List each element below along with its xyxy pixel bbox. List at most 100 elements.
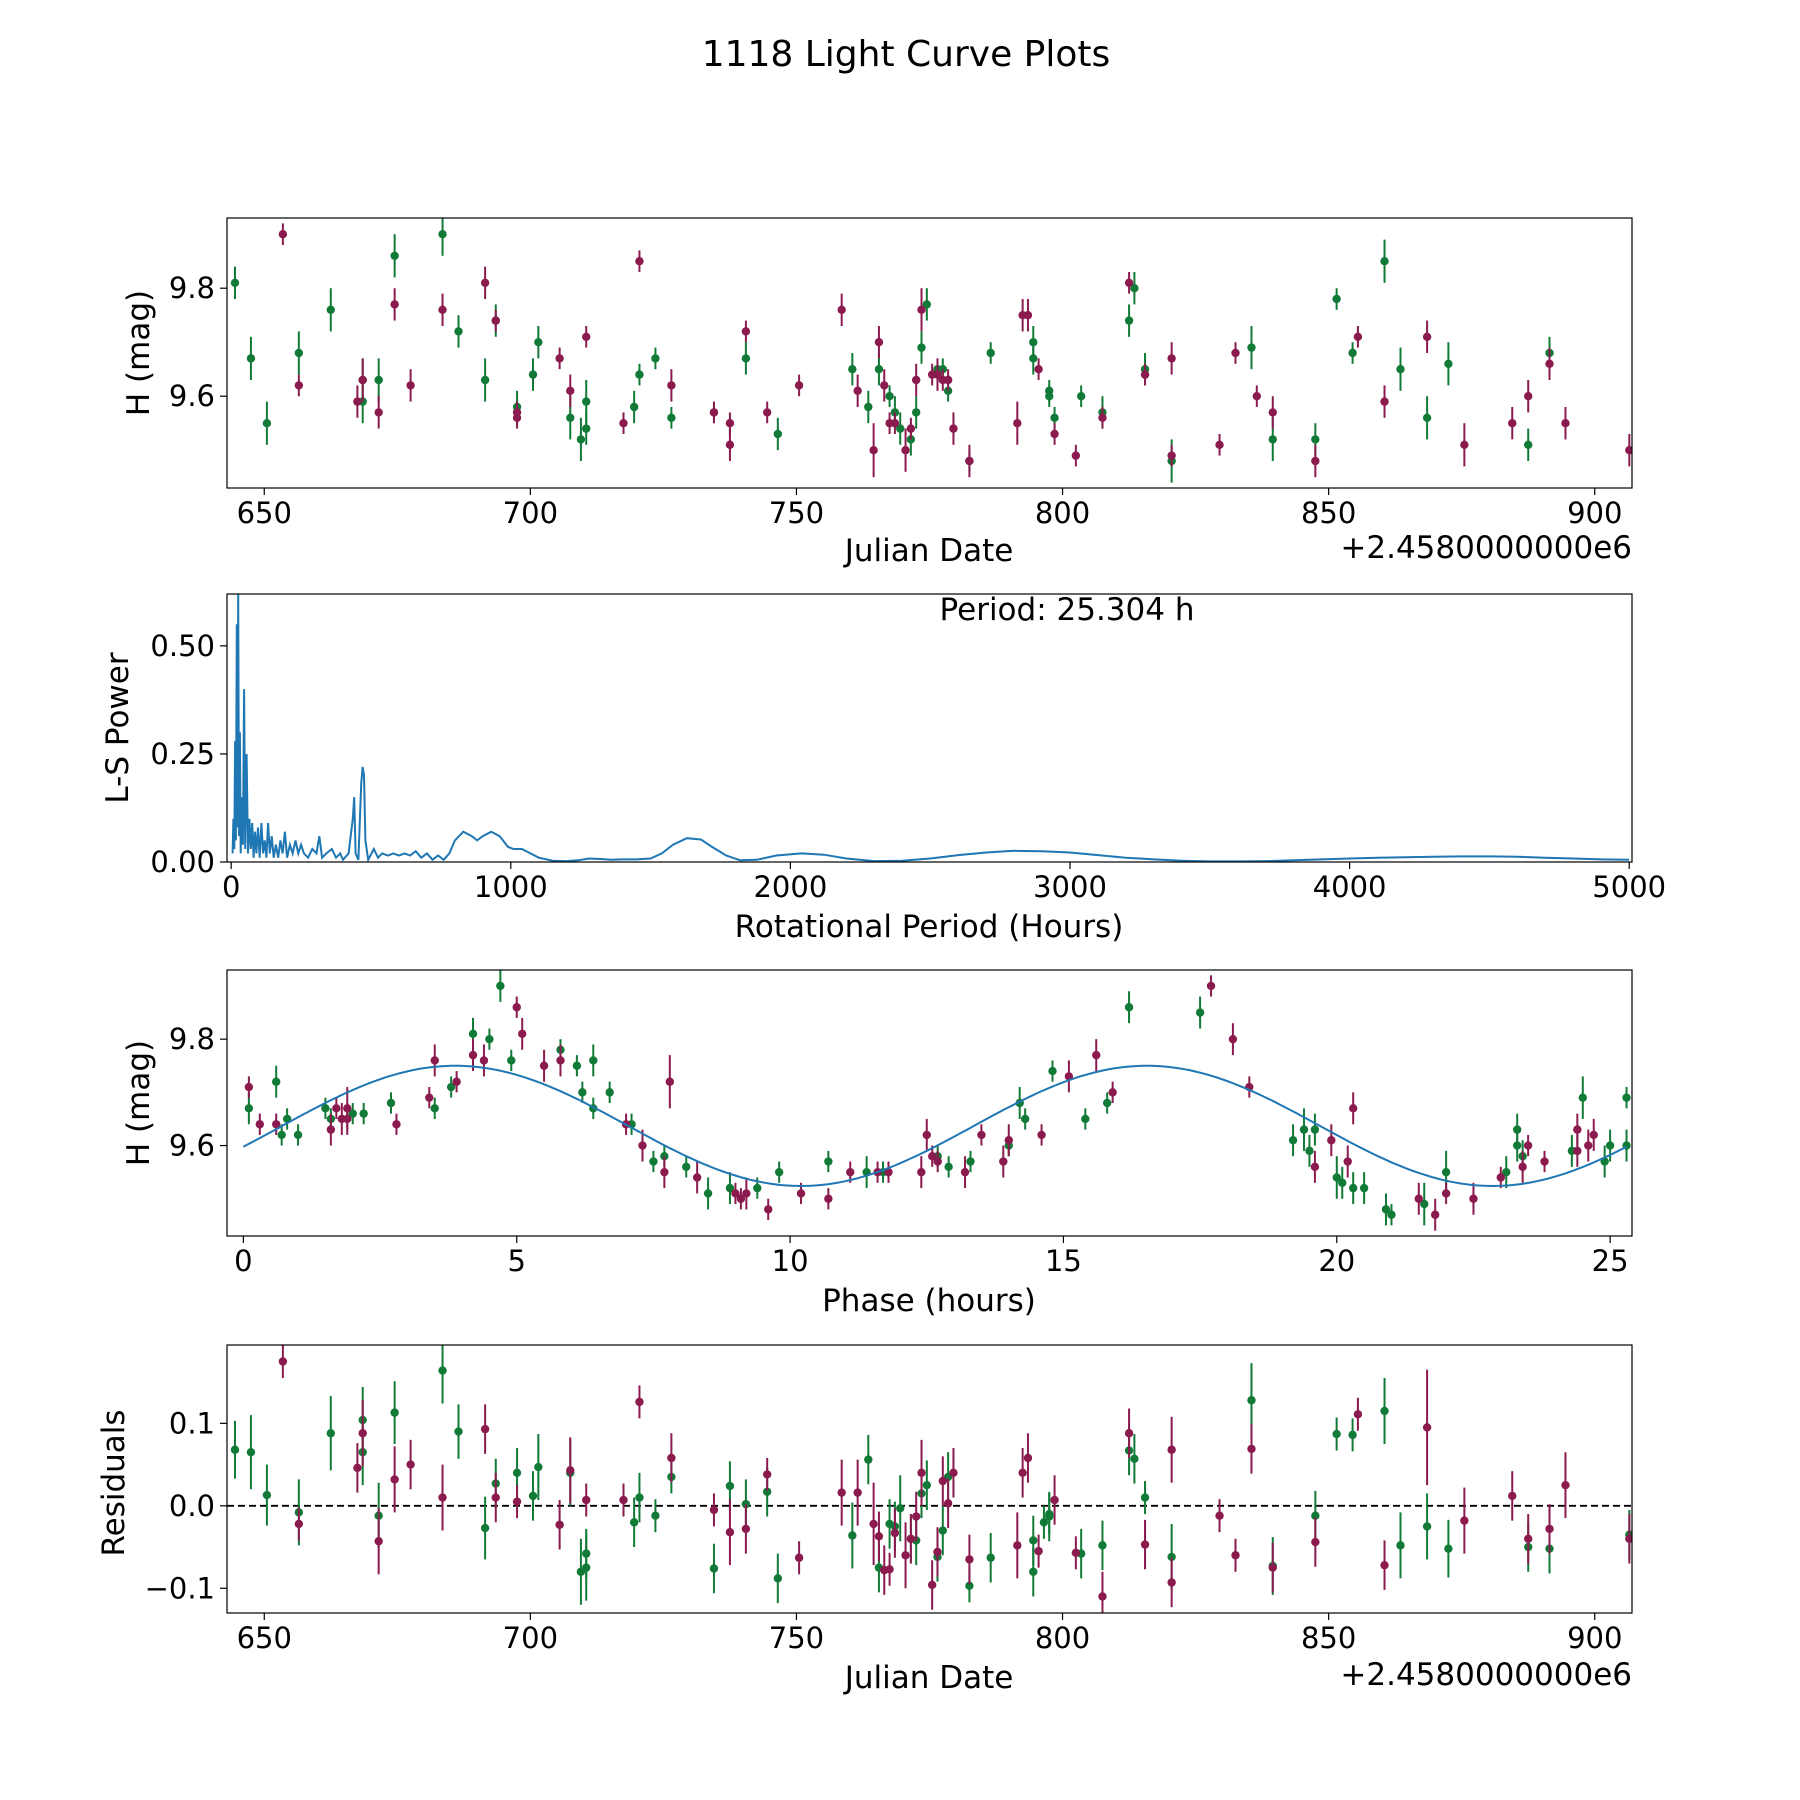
- x-tick-label: 0: [222, 870, 240, 904]
- red-data-point: [1167, 451, 1176, 460]
- red-data-point: [943, 1499, 953, 1508]
- red-data-point: [555, 1520, 564, 1529]
- red-data-point: [1050, 1495, 1059, 1505]
- red-data-point: [468, 1050, 478, 1060]
- y-tick-label: 9.6: [169, 379, 215, 413]
- red-data-point: [1140, 370, 1150, 379]
- red-data-point: [911, 375, 921, 385]
- green-data-point: [1247, 343, 1256, 352]
- red-data-point: [1469, 1194, 1478, 1203]
- red-data-point: [1524, 1534, 1533, 1543]
- x-tick-label: 800: [1035, 496, 1090, 530]
- green-data-point: [651, 354, 660, 363]
- red-data-point: [512, 408, 522, 417]
- red-data-point: [619, 419, 628, 428]
- red-data-point: [1380, 1560, 1389, 1570]
- red-data-point: [1573, 1146, 1582, 1156]
- green-data-point: [1029, 1536, 1038, 1545]
- red-data-point: [890, 419, 900, 428]
- x-tick-label: 650: [237, 1621, 292, 1655]
- green-data-point: [635, 370, 644, 379]
- red-data-point: [1460, 1516, 1469, 1525]
- green-data-point: [512, 1468, 522, 1478]
- green-data-point: [1268, 435, 1277, 444]
- green-data-point: [566, 413, 575, 422]
- green-data-point: [528, 370, 538, 379]
- red-data-point: [518, 1029, 527, 1039]
- red-data-point: [1098, 1592, 1107, 1601]
- red-data-point: [938, 1476, 948, 1486]
- red-data-point: [1071, 1548, 1081, 1558]
- green-data-point: [1622, 1093, 1631, 1102]
- red-data-point: [794, 1553, 804, 1562]
- residuals-plot-area: [227, 1345, 1632, 1613]
- red-data-point: [1071, 451, 1081, 460]
- green-data-point: [589, 1056, 598, 1065]
- red-data-point: [917, 305, 926, 314]
- y-tick-label: 0.0: [169, 1489, 215, 1523]
- green-data-point: [773, 1574, 783, 1583]
- green-data-point: [1338, 1178, 1347, 1188]
- x-tick-label: 850: [1301, 496, 1356, 530]
- red-data-point: [1589, 1130, 1598, 1140]
- green-data-point: [824, 1157, 833, 1166]
- green-data-point: [485, 1034, 494, 1044]
- red-data-point: [491, 1493, 500, 1502]
- green-data-point: [1305, 1146, 1314, 1156]
- red-data-point: [949, 1468, 958, 1478]
- red-data-point: [742, 1189, 751, 1198]
- red-data-point: [949, 424, 958, 433]
- red-data-point: [853, 386, 862, 395]
- green-data-point: [454, 1427, 463, 1436]
- x-tick-label: 20: [1318, 1244, 1355, 1278]
- red-data-point: [1268, 408, 1277, 417]
- red-data-point: [278, 1357, 288, 1366]
- green-data-point: [582, 397, 591, 406]
- x-tick-label: 25: [1592, 1244, 1629, 1278]
- red-data-point: [425, 1093, 434, 1102]
- red-data-point: [1625, 1534, 1632, 1543]
- red-data-point: [406, 381, 415, 390]
- red-data-point: [480, 1424, 490, 1434]
- green-data-point: [885, 392, 894, 401]
- red-data-point: [928, 1152, 937, 1161]
- red-data-point: [933, 1157, 942, 1166]
- red-data-point: [582, 1495, 591, 1505]
- red-data-point: [332, 1104, 341, 1113]
- red-data-point: [901, 1551, 910, 1560]
- phased-plot-area: [242, 970, 1631, 1231]
- red-data-point: [390, 300, 399, 309]
- green-data-point: [446, 1082, 456, 1092]
- red-data-point: [1414, 1194, 1423, 1203]
- red-data-point: [1268, 1563, 1277, 1572]
- red-data-point: [725, 1527, 735, 1537]
- green-data-point: [896, 424, 905, 433]
- green-data-point: [438, 1366, 447, 1375]
- green-data-point: [1130, 284, 1139, 293]
- red-data-point: [1348, 1104, 1358, 1113]
- red-data-point: [762, 408, 772, 417]
- green-data-point: [667, 413, 676, 422]
- phased-axes-frame: [226, 969, 1633, 1237]
- green-data-point: [507, 1056, 516, 1065]
- green-data-point: [294, 348, 304, 358]
- red-data-point: [824, 1194, 833, 1203]
- green-data-point: [230, 278, 240, 287]
- red-data-point: [762, 1470, 772, 1479]
- y-tick-label: −0.1: [145, 1571, 215, 1605]
- red-data-point: [874, 338, 884, 347]
- phased-ticks: 0 5 10 15 20 25 9.6 9.8: [169, 1022, 1629, 1278]
- red-data-point: [1380, 397, 1389, 406]
- red-data-point: [725, 440, 735, 449]
- red-data-point: [764, 1205, 773, 1214]
- green-data-point: [864, 1455, 873, 1464]
- x-tick-label: 750: [769, 1621, 824, 1655]
- residuals-axes-frame: [226, 1344, 1633, 1614]
- red-data-point: [1524, 392, 1533, 401]
- green-data-point: [262, 419, 272, 428]
- green-data-point: [605, 1088, 614, 1097]
- red-data-point: [430, 1056, 439, 1065]
- green-data-point: [1422, 1522, 1432, 1531]
- green-data-point: [848, 365, 857, 374]
- y-tick-label: 0.50: [150, 629, 215, 663]
